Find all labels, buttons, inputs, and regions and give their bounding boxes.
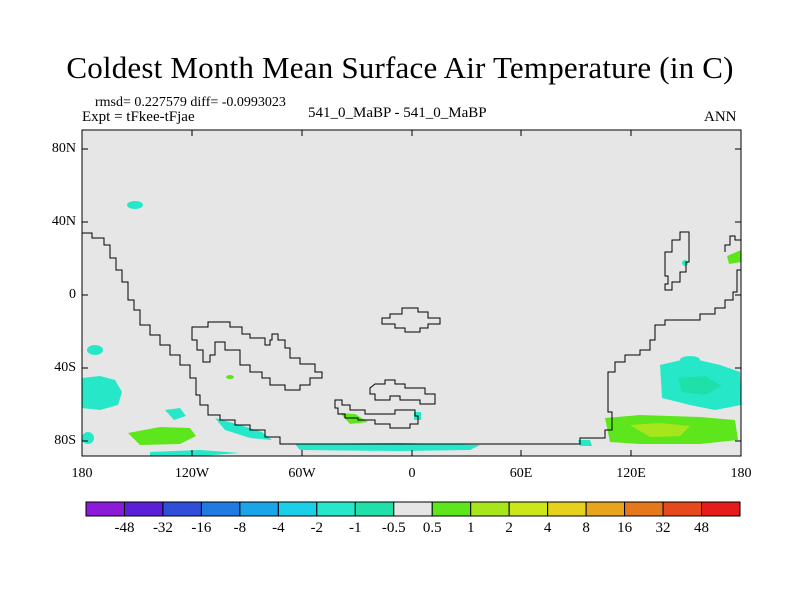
y-tick-label: 80S bbox=[54, 433, 76, 448]
fill-patch bbox=[82, 376, 122, 410]
x-tick-label: 180 bbox=[730, 466, 752, 481]
colorbar-label: -8 bbox=[233, 520, 247, 536]
colorbar-label: 4 bbox=[543, 520, 552, 536]
colorbar-label: 48 bbox=[694, 520, 710, 536]
coastline bbox=[664, 231, 690, 291]
colorbar-swatch bbox=[662, 501, 703, 517]
colorbar-label: 16 bbox=[617, 520, 633, 536]
colorbar bbox=[85, 501, 741, 517]
tick-marks bbox=[81, 130, 742, 456]
fill-patch bbox=[226, 375, 234, 379]
colorbar-swatch bbox=[316, 501, 356, 517]
coastlines bbox=[82, 231, 741, 445]
fill-patch bbox=[82, 432, 94, 444]
coastline bbox=[82, 232, 741, 445]
y-tick-label: 0 bbox=[69, 287, 76, 302]
colorbar-swatch bbox=[200, 501, 241, 517]
colorbar-label: 32 bbox=[655, 520, 671, 536]
colorbar-swatch bbox=[354, 501, 395, 517]
colorbar-label: -1 bbox=[349, 520, 362, 536]
colorbar-swatch bbox=[277, 501, 318, 517]
x-tick-label: 120E bbox=[616, 466, 646, 481]
colorbar-swatch bbox=[123, 501, 164, 517]
x-tick-label: 60E bbox=[509, 466, 533, 481]
y-tick-label: 40N bbox=[51, 214, 76, 229]
y-tick-label: 40S bbox=[54, 360, 76, 375]
colorbar-swatch bbox=[85, 501, 125, 517]
fill-patch bbox=[678, 376, 722, 395]
fill-patch bbox=[630, 423, 690, 437]
expt-line: Expt = tFkee-tFjae bbox=[82, 109, 195, 125]
period-label: ANN bbox=[704, 109, 737, 125]
colorbar-swatch bbox=[162, 501, 202, 517]
x-tick-label: 120W bbox=[174, 466, 210, 481]
colorbar-label: -0.5 bbox=[381, 520, 406, 536]
fill-patch bbox=[87, 345, 103, 355]
colorbar-label: -16 bbox=[191, 520, 212, 536]
x-tick-label: 180 bbox=[71, 466, 93, 481]
fill-patch bbox=[680, 356, 700, 364]
fill-patch bbox=[127, 201, 143, 209]
x-tick-label: 60W bbox=[288, 466, 316, 481]
colorbar-swatch bbox=[393, 501, 433, 517]
fill-patch bbox=[578, 440, 592, 446]
colorbar-label: -48 bbox=[114, 520, 135, 536]
coastline bbox=[381, 307, 441, 333]
stats-line: rmsd= 0.227579 diff= -0.0993023 bbox=[95, 95, 286, 110]
fill-patch bbox=[727, 250, 741, 264]
fill-patch bbox=[295, 443, 480, 451]
fill-patch bbox=[215, 418, 272, 440]
fill-patch bbox=[128, 427, 196, 445]
colorbar-swatch bbox=[508, 501, 549, 517]
colorbar-label: -2 bbox=[310, 520, 324, 536]
colorbar-label: -4 bbox=[272, 520, 285, 536]
colorbar-swatch bbox=[701, 501, 741, 517]
chart-title: Coldest Month Mean Surface Air Temperatu… bbox=[66, 50, 734, 85]
colorbar-swatch bbox=[239, 501, 279, 517]
colorbar-swatch bbox=[431, 501, 472, 517]
fill-patch bbox=[150, 450, 240, 456]
fill-patch bbox=[682, 260, 688, 266]
fill-patch bbox=[165, 408, 186, 420]
coastline bbox=[334, 399, 419, 429]
colorbar-label: -32 bbox=[152, 520, 173, 536]
colorbar-swatch bbox=[624, 501, 664, 517]
coastline bbox=[724, 235, 741, 252]
center-label: 541_0_MaBP - 541_0_MaBP bbox=[308, 105, 487, 121]
map-background bbox=[82, 130, 741, 456]
colorbar-label: 1 bbox=[466, 520, 475, 536]
colorbar-swatch bbox=[585, 501, 626, 517]
anomaly-fills bbox=[82, 201, 741, 456]
coastline bbox=[369, 379, 436, 405]
colorbar-label: 0.5 bbox=[422, 520, 442, 536]
x-tick-label: 0 bbox=[408, 466, 416, 481]
colorbar-swatch bbox=[547, 501, 587, 517]
colorbar-label: 8 bbox=[582, 520, 590, 536]
y-tick-label: 80N bbox=[51, 141, 76, 156]
colorbar-label: 2 bbox=[505, 520, 513, 536]
colorbar-swatch bbox=[470, 501, 510, 517]
coastline bbox=[191, 321, 323, 391]
